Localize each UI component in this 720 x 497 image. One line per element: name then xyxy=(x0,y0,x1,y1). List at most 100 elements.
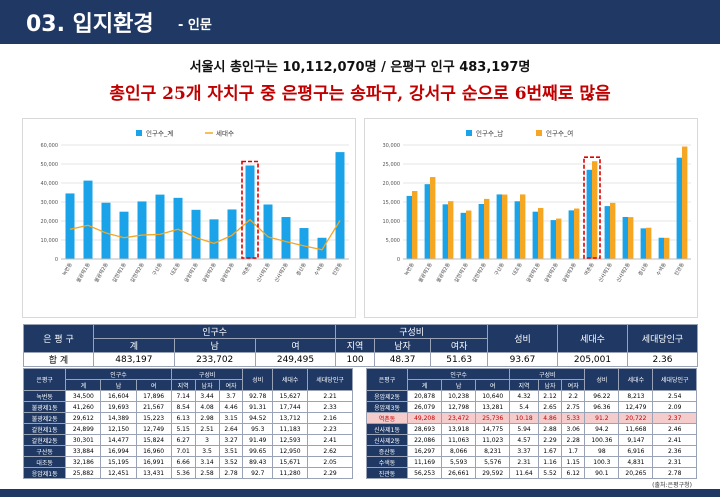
cell: 2.41 xyxy=(307,434,353,446)
cell: 3.5 xyxy=(194,445,220,457)
cell: 90.1 xyxy=(584,467,620,479)
cell: 14,477 xyxy=(100,434,137,446)
bar-인구수_남 xyxy=(406,195,412,259)
cell: 34,500 xyxy=(65,390,102,402)
cell: 1.67 xyxy=(537,445,563,457)
cell: 5.15 xyxy=(170,423,196,435)
table-row: 역촌동 49,208 23,472 25,736 10.18 4.86 5.33 91.2 20… xyxy=(365,412,697,424)
table-row: 진관동 56,253 26,661 29,592 11.64 5.52 6.12 90.1 20… xyxy=(365,467,697,479)
header-total: 계 xyxy=(93,338,175,353)
cell: 5.52 xyxy=(537,467,563,479)
header-households: 세대수 xyxy=(618,368,654,391)
x-tick-label: 역촌동 xyxy=(241,261,254,277)
footer-bar xyxy=(0,489,720,497)
cell: 4.08 xyxy=(194,401,220,413)
x-tick-label: 갈현제1동 xyxy=(111,261,128,284)
cell: 3.44 xyxy=(194,390,220,402)
cell: 2.58 xyxy=(194,467,220,479)
cell: 100.36 xyxy=(584,434,620,446)
x-tick-label: 신사제1동 xyxy=(597,261,614,284)
cell: 29,612 xyxy=(65,412,102,424)
x-tick-label: 대조동 xyxy=(511,261,524,277)
bar-인구수_계 xyxy=(101,202,111,259)
cell: 15,671 xyxy=(272,456,309,468)
cell: 8.54 xyxy=(170,401,196,413)
x-tick-label: 수색동 xyxy=(655,261,668,277)
cell: 3.27 xyxy=(218,434,244,446)
cell: 48.37 xyxy=(373,352,432,367)
cell: 2.05 xyxy=(307,456,353,468)
cell: 합 계 xyxy=(23,352,94,367)
cell: 4.32 xyxy=(509,390,539,402)
cell: 1.15 xyxy=(561,456,586,468)
header-region: 지역 xyxy=(335,338,375,353)
summary-table: 은 평 구 인구수 구성비 성비 세대수 세대당인구 계 남 여 지역 남자 여… xyxy=(23,324,698,367)
cell: 99.65 xyxy=(242,445,274,457)
x-tick-label: 신사제1동 xyxy=(255,261,272,284)
cell: 3 xyxy=(194,434,220,446)
cell: 95.3 xyxy=(242,423,274,435)
cell: 10,640 xyxy=(475,390,511,402)
bar-인구수_남 xyxy=(442,204,448,259)
header-bar: 03. 입지환경 - 인문 xyxy=(0,0,720,44)
legend-label: 인구수_여 xyxy=(546,129,573,138)
cell: 14,775 xyxy=(475,423,511,435)
cell: 2.36 xyxy=(627,352,698,367)
cell: 2.33 xyxy=(307,401,353,413)
y-tick-label: 5,000 xyxy=(386,238,400,244)
bar-인구수_계 xyxy=(317,237,327,259)
header-female: 여 xyxy=(254,338,337,353)
bar-인구수_계 xyxy=(209,219,219,259)
bar-인구수_남 xyxy=(640,228,646,259)
dong-name: 불광제1동 xyxy=(22,401,67,413)
line-세대수 xyxy=(69,218,341,251)
bar-인구수_여 xyxy=(556,218,562,259)
cell: 2.31 xyxy=(652,456,697,468)
dong-name: 신사제1동 xyxy=(365,423,409,435)
cell: 12,593 xyxy=(272,434,309,446)
cell: 7.14 xyxy=(170,390,196,402)
header-female: 여 xyxy=(135,379,172,391)
table-row: 갈현제1동 24,899 12,150 12,749 5.15 2.51 2.64 95.3 1… xyxy=(22,423,353,435)
bar-인구수_남 xyxy=(676,157,682,259)
header-per-household: 세대당인구 xyxy=(652,368,697,391)
x-tick-label: 신사제2동 xyxy=(273,261,290,284)
cell: 3.7 xyxy=(218,390,244,402)
header-sex-ratio: 성비 xyxy=(487,324,558,353)
bar-인구수_남 xyxy=(532,211,538,259)
header-population: 인구수 xyxy=(407,368,511,380)
bar-인구수_계 xyxy=(173,197,183,259)
header-female-pct: 여자 xyxy=(561,379,586,391)
bar-인구수_남 xyxy=(478,203,484,259)
cell: 89.43 xyxy=(242,456,274,468)
cell: 30,301 xyxy=(65,434,102,446)
table-row: 응암제1동 25,882 12,451 13,431 5.36 2.58 2.78 92.7 1… xyxy=(22,467,353,479)
legend-swatch xyxy=(466,130,472,136)
cell: 41,260 xyxy=(65,401,102,413)
bar-인구수_여 xyxy=(646,227,652,259)
bar-인구수_남 xyxy=(604,206,610,259)
cell: 12,150 xyxy=(100,423,137,435)
table-row: 구산동 33,884 16,994 16,960 7.01 3.5 3.51 99.65 12,… xyxy=(22,445,353,457)
cell: 5,576 xyxy=(475,456,511,468)
table-row: 응암제3동 26,079 12,798 13,281 5.4 2.65 2.75 96.36 1… xyxy=(365,401,697,413)
cell: 2.78 xyxy=(652,467,697,479)
x-tick-label: 녹번동 xyxy=(61,261,74,277)
cell: 6.13 xyxy=(170,412,196,424)
dong-name: 응암제3동 xyxy=(365,401,409,413)
cell: 5.33 xyxy=(561,412,586,424)
x-tick-label: 응암제1동 xyxy=(183,261,200,284)
x-tick-label: 녹번동 xyxy=(403,261,416,277)
bar-인구수_남 xyxy=(586,169,592,259)
cell: 483,197 xyxy=(93,352,175,367)
cell: 16,960 xyxy=(135,445,172,457)
cell: 13,918 xyxy=(441,423,477,435)
legend-label: 인구수_계 xyxy=(146,129,173,138)
header-per-household: 세대당인구 xyxy=(627,324,698,353)
cell: 91.49 xyxy=(242,434,274,446)
cell: 2.75 xyxy=(561,401,586,413)
cell: 20,722 xyxy=(618,412,654,424)
x-tick-label: 불광제1동 xyxy=(417,261,434,284)
table-row: 응암제2동 20,878 10,238 10,640 4.32 2.12 2.2 96.22 8… xyxy=(365,390,697,402)
y-tick-label: 15,000 xyxy=(383,200,401,206)
